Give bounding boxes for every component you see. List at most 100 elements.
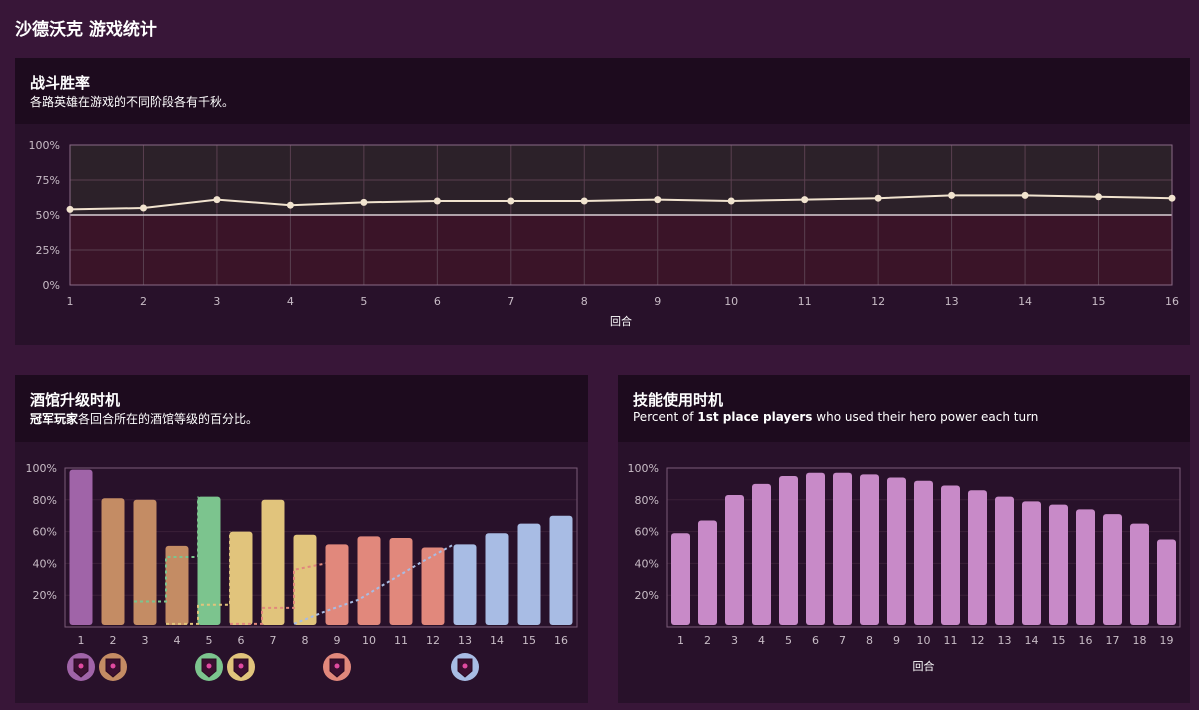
hp-xtick-label: 19	[1160, 634, 1174, 647]
tavern-plot-border	[64, 467, 578, 628]
hp-bar	[725, 495, 744, 625]
winrate-ytick-label: 25%	[36, 244, 60, 257]
hp-xtick-label: 14	[1025, 634, 1039, 647]
hp-bar	[914, 480, 933, 625]
hp-bar	[671, 533, 690, 625]
winrate-title: 战斗胜率	[30, 74, 91, 92]
winrate-xtick-label: 12	[871, 295, 885, 308]
hp-xtick-label: 17	[1106, 634, 1120, 647]
winrate-xlabel: 回合	[610, 314, 632, 328]
hp-bar	[887, 477, 906, 625]
hp-bar	[941, 485, 960, 625]
winrate-point	[580, 197, 588, 205]
winrate-xtick-label: 4	[287, 295, 294, 308]
tavern-xtick-label: 1	[78, 634, 85, 647]
hero-power-subtitle-pre: Percent of	[633, 410, 698, 424]
page-title: 沙德沃克 游戏统计	[15, 20, 157, 40]
hp-xtick-label: 3	[731, 634, 738, 647]
winrate-xtick-label: 1	[67, 295, 74, 308]
tavern-bar	[517, 523, 541, 625]
hp-xtick-label: 9	[893, 634, 900, 647]
winrate-ytick-label: 100%	[29, 139, 60, 152]
tavern-subtitle-rest: 各回合所在的酒馆等级的百分比。	[78, 412, 259, 426]
winrate-point	[948, 191, 956, 199]
winrate-point	[801, 196, 809, 204]
hero-power-title: 技能使用时机	[633, 391, 724, 409]
winrate-line	[69, 194, 1173, 211]
tavern-tier-gem-icon	[78, 663, 84, 669]
winrate-xtick-label: 13	[945, 295, 959, 308]
winrate-ytick-label: 0%	[43, 279, 60, 292]
tavern-tier-gem-icon	[462, 663, 468, 669]
tavern-bar	[453, 544, 477, 625]
winrate-xtick-label: 8	[581, 295, 588, 308]
tavern-bar	[293, 534, 317, 625]
tavern-bar	[197, 496, 221, 625]
hp-bar	[1130, 523, 1149, 625]
hero-power-subtitle: Percent of 1st place players who used th…	[633, 410, 1038, 424]
winrate-xtick-label: 6	[434, 295, 441, 308]
tavern-ytick-label: 60%	[33, 526, 57, 539]
hero-power-panel: 技能使用时机 Percent of 1st place players who …	[618, 375, 1190, 703]
tavern-xtick-label: 11	[394, 634, 408, 647]
winrate-point	[654, 196, 662, 204]
hp-bar	[779, 475, 798, 625]
winrate-xtick-label: 16	[1165, 295, 1179, 308]
hp-bar	[1022, 501, 1041, 625]
winrate-xtick-label: 10	[724, 295, 738, 308]
tavern-xtick-label: 5	[206, 634, 213, 647]
tavern-bar	[325, 544, 349, 625]
winrate-xtick-label: 9	[654, 295, 661, 308]
winrate-subtitle: 各路英雄在游戏的不同阶段各有千秋。	[30, 95, 235, 109]
winrate-point	[1021, 191, 1029, 199]
winrate-xtick-label: 7	[507, 295, 514, 308]
winrate-point	[213, 196, 221, 204]
tavern-xtick-label: 9	[334, 634, 341, 647]
tavern-bar	[485, 533, 509, 625]
winrate-point	[286, 201, 294, 209]
tavern-tier-gem-icon	[238, 663, 244, 669]
hero-power-chart: 20%40%60%80%100%1 2 3 4 5 6 7 8 9 10 11 12 13 14 15 16 1…	[628, 462, 1181, 673]
hp-bar	[806, 472, 825, 625]
hp-xtick-label: 15	[1052, 634, 1066, 647]
hp-ytick-label: 80%	[635, 494, 659, 507]
hp-xtick-label: 4	[758, 634, 765, 647]
tavern-xtick-label: 2	[110, 634, 117, 647]
tavern-bar	[357, 536, 381, 625]
hp-xlabel: 回合	[913, 659, 935, 673]
hp-bar	[995, 496, 1014, 625]
tavern-ytick-label: 80%	[33, 494, 57, 507]
tavern-ytick-label: 100%	[26, 462, 57, 475]
tavern-chart: 20%40%60%80%100%1 2 3 4 5 6 7 8 9 10 11 12 13 14 15 16	[26, 462, 578, 681]
hp-xtick-label: 5	[785, 634, 792, 647]
hp-ytick-label: 100%	[628, 462, 659, 475]
hp-bar	[752, 483, 771, 625]
winrate-point	[507, 197, 515, 205]
hp-xtick-label: 16	[1079, 634, 1093, 647]
tavern-panel: 酒馆升级时机 冠军玩家各回合所在的酒馆等级的百分比。 20% 40% 60% 80% 1…	[15, 375, 588, 703]
tavern-bar	[133, 499, 157, 625]
tavern-xtick-label: 6	[238, 634, 245, 647]
hp-xtick-label: 12	[971, 634, 985, 647]
tavern-bar	[549, 515, 573, 625]
winrate-xtick-label: 15	[1092, 295, 1106, 308]
winrate-xtick-label: 5	[360, 295, 367, 308]
hp-bar	[860, 474, 879, 625]
hp-bar	[833, 472, 852, 625]
winrate-point	[139, 204, 147, 212]
winrate-point	[1095, 193, 1103, 201]
tavern-dashed-line	[134, 496, 199, 603]
tavern-subtitle-bold: 冠军玩家	[30, 412, 79, 426]
tavern-bar	[69, 469, 93, 625]
tavern-xtick-label: 10	[362, 634, 376, 647]
hp-xtick-label: 10	[917, 634, 931, 647]
hero-power-subtitle-bold: 1st place players	[697, 410, 813, 424]
tavern-xtick-label: 13	[458, 634, 472, 647]
winrate-point	[727, 197, 735, 205]
winrate-plot-border	[69, 144, 1173, 286]
tavern-ytick-label: 20%	[33, 589, 57, 602]
tavern-tier-gem-icon	[110, 663, 116, 669]
tavern-subtitle: 冠军玩家各回合所在的酒馆等级的百分比。	[30, 410, 258, 427]
tavern-xtick-label: 8	[302, 634, 309, 647]
